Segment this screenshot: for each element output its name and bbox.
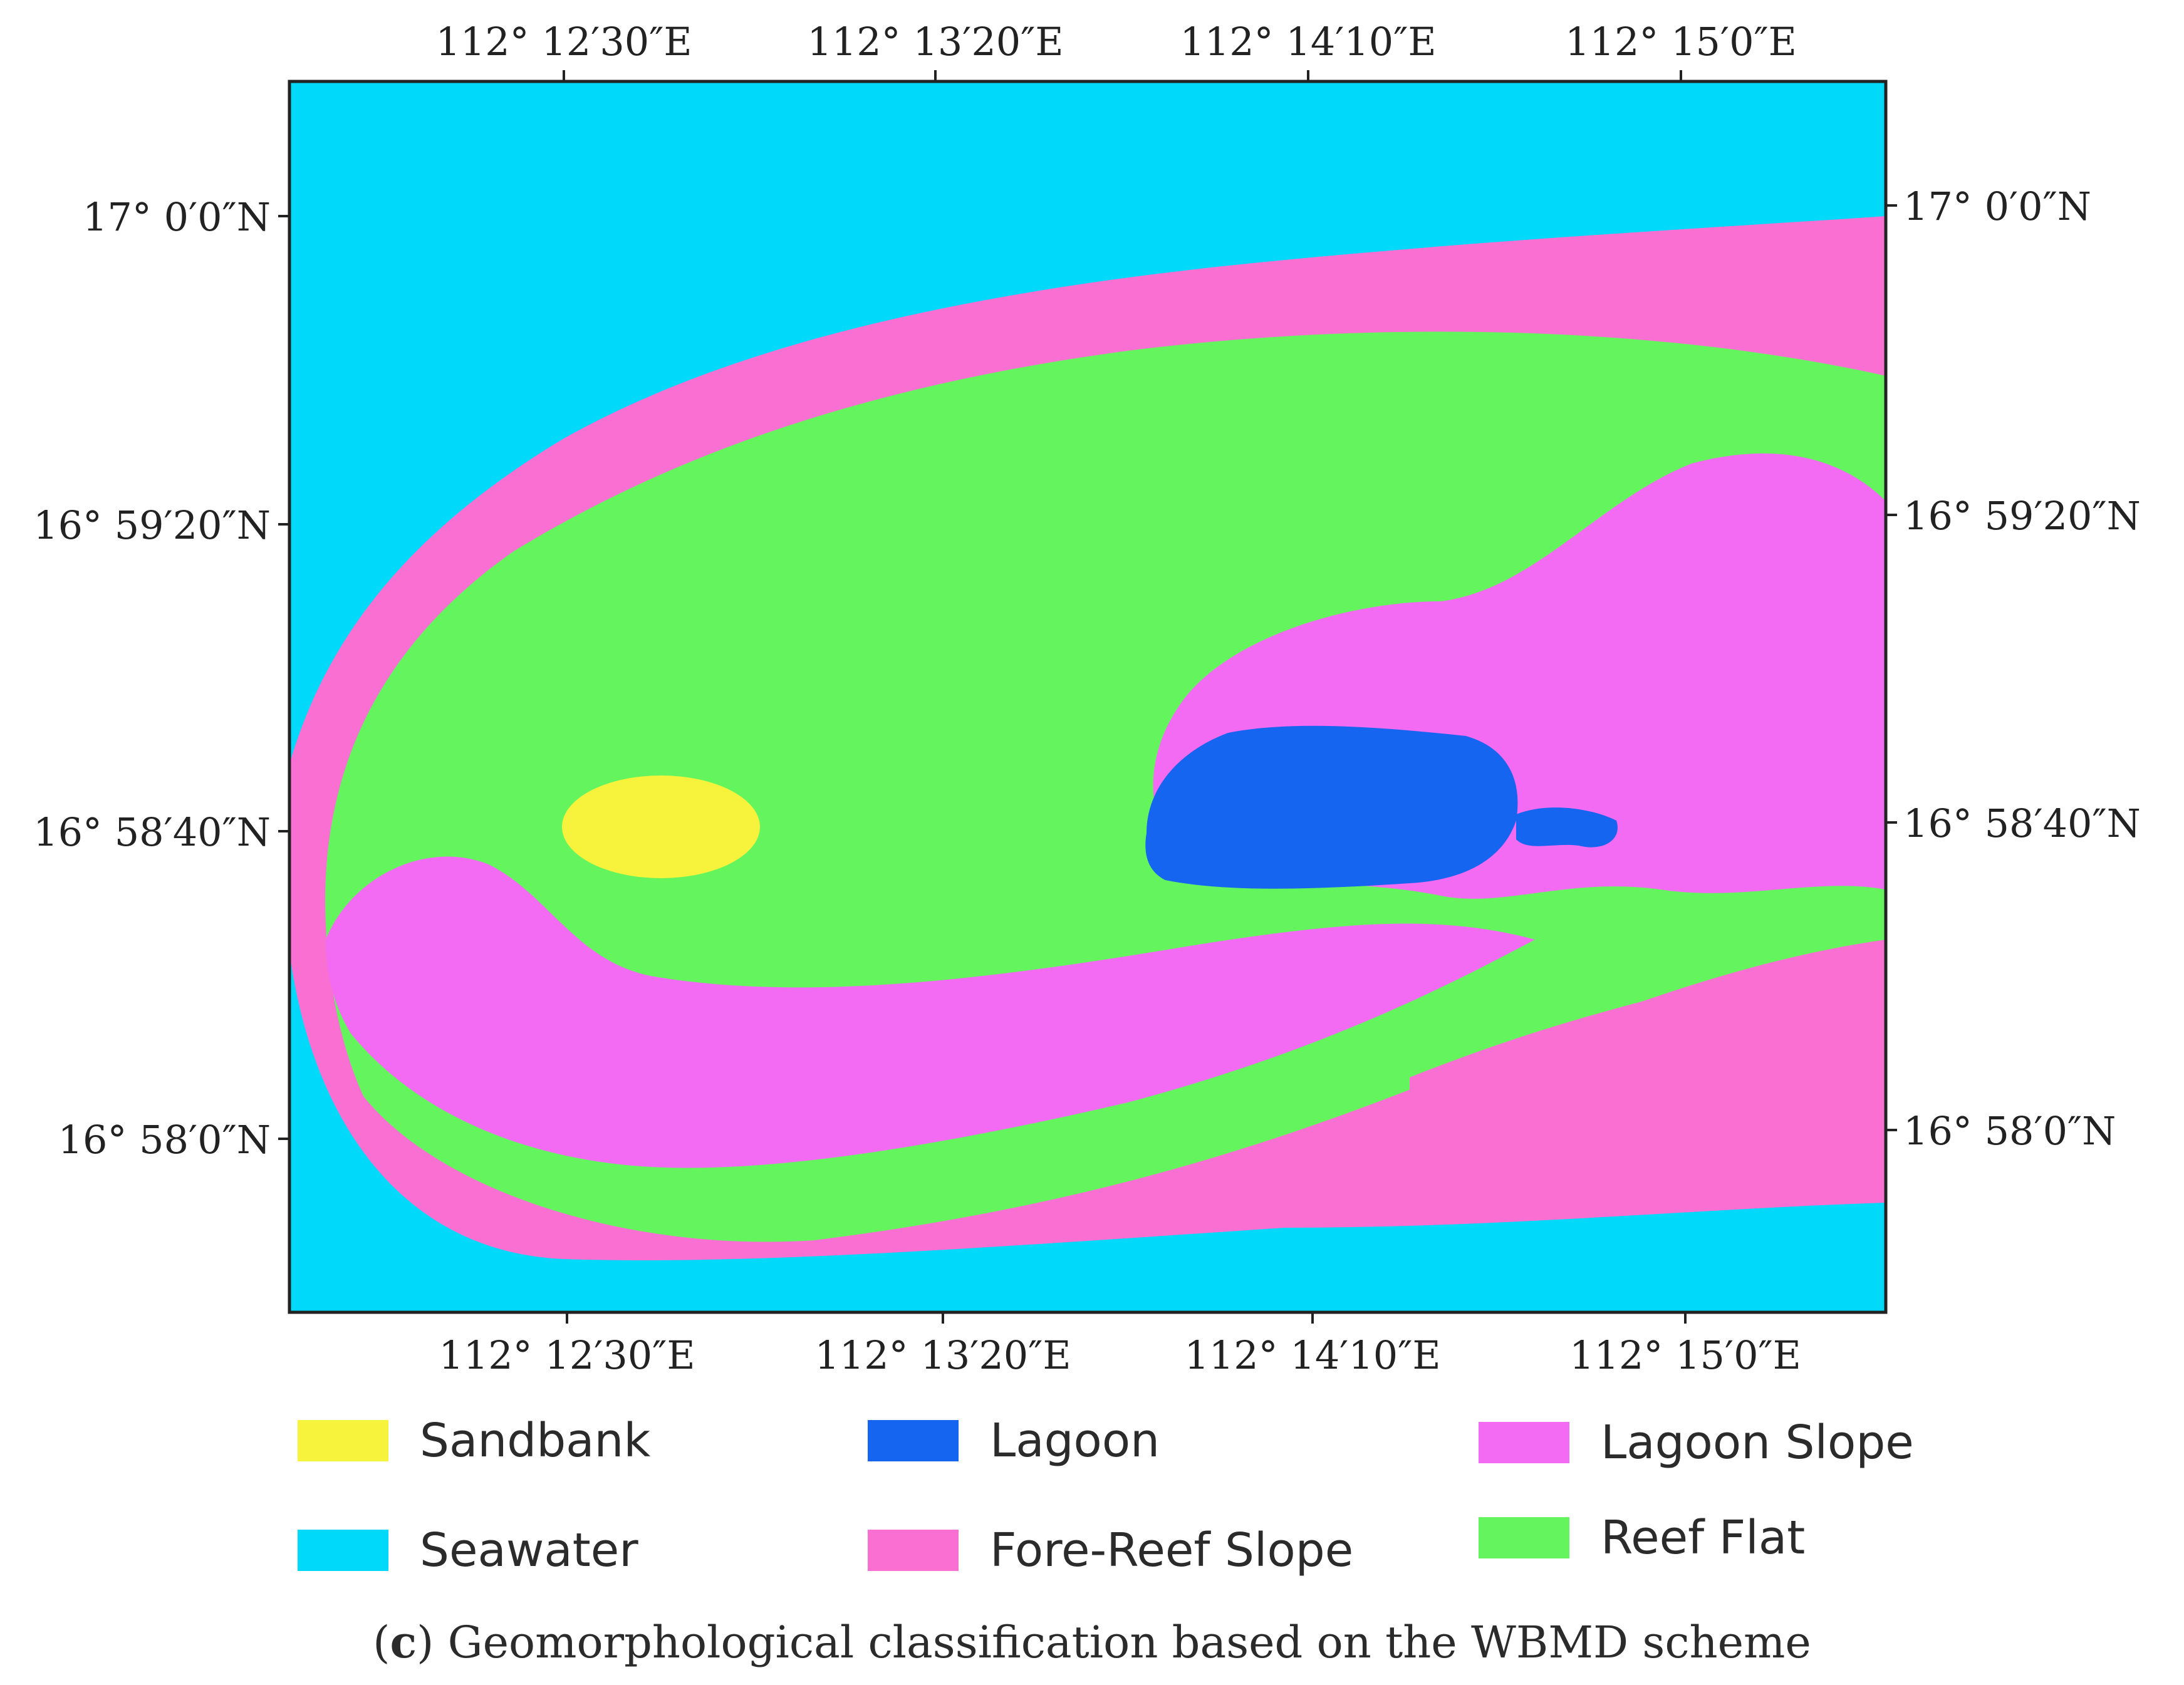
- sandbank-region: [562, 775, 760, 878]
- fore-reef-slope-lower-region: [1410, 952, 1886, 1203]
- right-tick-label: 17° 0′0″N: [1903, 184, 2091, 229]
- legend-label: Sandbank: [420, 1414, 651, 1468]
- sandbank-swatch: [298, 1420, 388, 1461]
- legend-label: Reef Flat: [1601, 1511, 1806, 1565]
- legend-item-lagoon-slope: Lagoon Slope: [1479, 1416, 1914, 1470]
- right-tick-label: 16° 58′0″N: [1903, 1108, 2116, 1154]
- caption-text: Geomorphological classification based on…: [447, 1617, 1811, 1668]
- seawater-swatch: [298, 1530, 388, 1571]
- bottom-tick-label: 112° 13′20″E: [814, 1332, 1071, 1378]
- reef-flat-swatch: [1479, 1517, 1569, 1558]
- fore-reef-slope-swatch: [868, 1530, 959, 1571]
- legend-item-fore-reef-slope: Fore-Reef Slope: [868, 1523, 1353, 1577]
- bottom-tick-label: 112° 14′10″E: [1184, 1332, 1440, 1378]
- lagoon-region: [1145, 725, 1518, 889]
- bottom-tick-label: 112° 15′0″E: [1569, 1332, 1801, 1378]
- lagoon-slope-region: [326, 856, 1535, 1168]
- legend-label: Lagoon: [990, 1414, 1160, 1468]
- top-tick-label: 112° 14′10″E: [1180, 19, 1436, 65]
- top-tick-label: 112° 13′20″E: [807, 19, 1063, 65]
- legend-item-sandbank: Sandbank: [298, 1414, 650, 1468]
- map-area: [289, 81, 1886, 1312]
- legend-item-lagoon: Lagoon: [868, 1414, 1160, 1468]
- lagoon-swatch: [868, 1420, 959, 1461]
- left-tick-label: 16° 58′40″N: [33, 809, 271, 855]
- top-tick-label: 112° 12′30″E: [435, 19, 692, 65]
- legend-label: Lagoon Slope: [1601, 1416, 1914, 1470]
- map-frame: [288, 80, 1888, 1314]
- top-axis: [563, 70, 1682, 81]
- left-tick-label: 16° 58′0″N: [58, 1117, 271, 1163]
- lagoon-tail-region: [1516, 807, 1618, 848]
- left-tick-label: 17° 0′0″N: [83, 194, 271, 240]
- top-tick-label: 112° 15′0″E: [1565, 19, 1797, 65]
- right-axis: [1886, 204, 1897, 1131]
- figure-caption: (c) Geomorphological classification base…: [373, 1616, 1811, 1668]
- right-tick-label: 16° 59′20″N: [1903, 493, 2141, 539]
- legend-item-seawater: Seawater: [298, 1523, 638, 1577]
- left-axis: [278, 215, 289, 1140]
- legend-label: Fore-Reef Slope: [990, 1523, 1354, 1577]
- left-tick-label: 16° 59′20″N: [33, 502, 271, 548]
- right-tick-label: 16° 58′40″N: [1903, 801, 2141, 846]
- bottom-axis: [566, 1312, 1687, 1324]
- legend-item-reef-flat: Reef Flat: [1479, 1511, 1805, 1565]
- legend-label: Seawater: [420, 1523, 638, 1577]
- bottom-tick-label: 112° 12′30″E: [439, 1332, 695, 1378]
- lagoon-slope-swatch: [1479, 1422, 1569, 1463]
- caption-letter: c: [390, 1616, 417, 1668]
